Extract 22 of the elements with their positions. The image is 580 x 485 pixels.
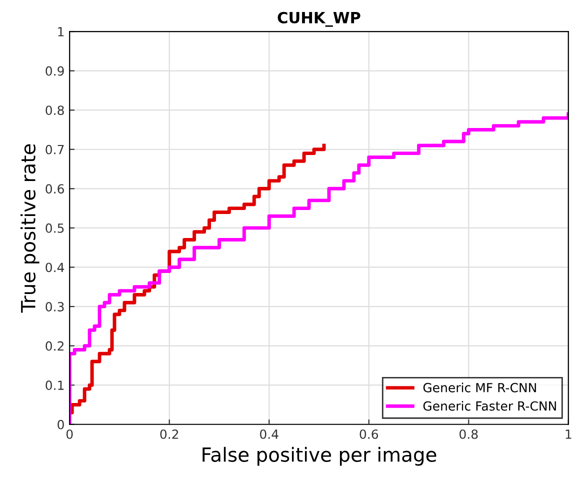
x-tick-label: 1: [566, 430, 572, 439]
y-tick-label: 0.3: [46, 302, 64, 312]
legend-label: Generic MF R-CNN: [423, 382, 536, 392]
x-tick-label: 0.6: [360, 429, 378, 439]
y-tick-label: 0.2: [46, 341, 64, 351]
chart-title: CUHK_WP: [278, 12, 360, 27]
x-tick-label: 0.8: [460, 429, 478, 439]
y-tick-label: 0.8: [46, 106, 64, 116]
x-tick-label: 0: [66, 429, 73, 439]
x-tick-label: 0.4: [260, 429, 278, 439]
y-axis-title: True positive rate: [20, 144, 40, 313]
y-tick-label: 1: [58, 27, 64, 36]
y-tick-label: 0.7: [46, 144, 64, 154]
x-tick-label: 0.2: [160, 429, 178, 439]
y-tick-label: 0.1: [46, 380, 64, 390]
y-tick-label: 0.6: [46, 184, 64, 194]
y-tick-label: 0.5: [46, 223, 64, 233]
y-tick-label: 0.4: [46, 262, 64, 272]
y-tick-label: 0.9: [46, 66, 64, 76]
x-axis-title: False positive per image: [202, 446, 436, 466]
legend-label: Generic Faster R-CNN: [423, 401, 556, 411]
y-tick-label: 0: [58, 420, 64, 430]
